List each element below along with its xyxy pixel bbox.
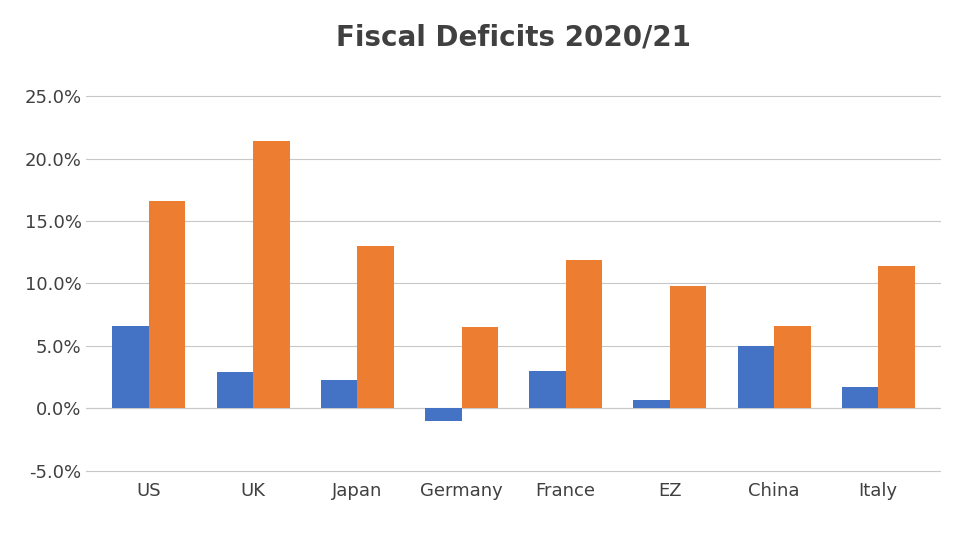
Bar — [112, 326, 149, 408]
Bar — [321, 379, 357, 408]
Bar — [878, 266, 915, 408]
Bar — [462, 327, 498, 408]
Bar — [425, 408, 462, 421]
Bar — [529, 371, 565, 408]
Bar — [774, 326, 810, 408]
Bar — [737, 346, 774, 408]
Bar — [217, 372, 253, 408]
Bar — [670, 286, 707, 408]
Bar — [565, 260, 602, 408]
Bar — [842, 387, 878, 408]
Bar — [357, 246, 394, 408]
Bar — [634, 399, 670, 408]
Bar — [253, 141, 290, 408]
Bar — [149, 201, 185, 408]
Title: Fiscal Deficits 2020/21: Fiscal Deficits 2020/21 — [336, 24, 691, 51]
